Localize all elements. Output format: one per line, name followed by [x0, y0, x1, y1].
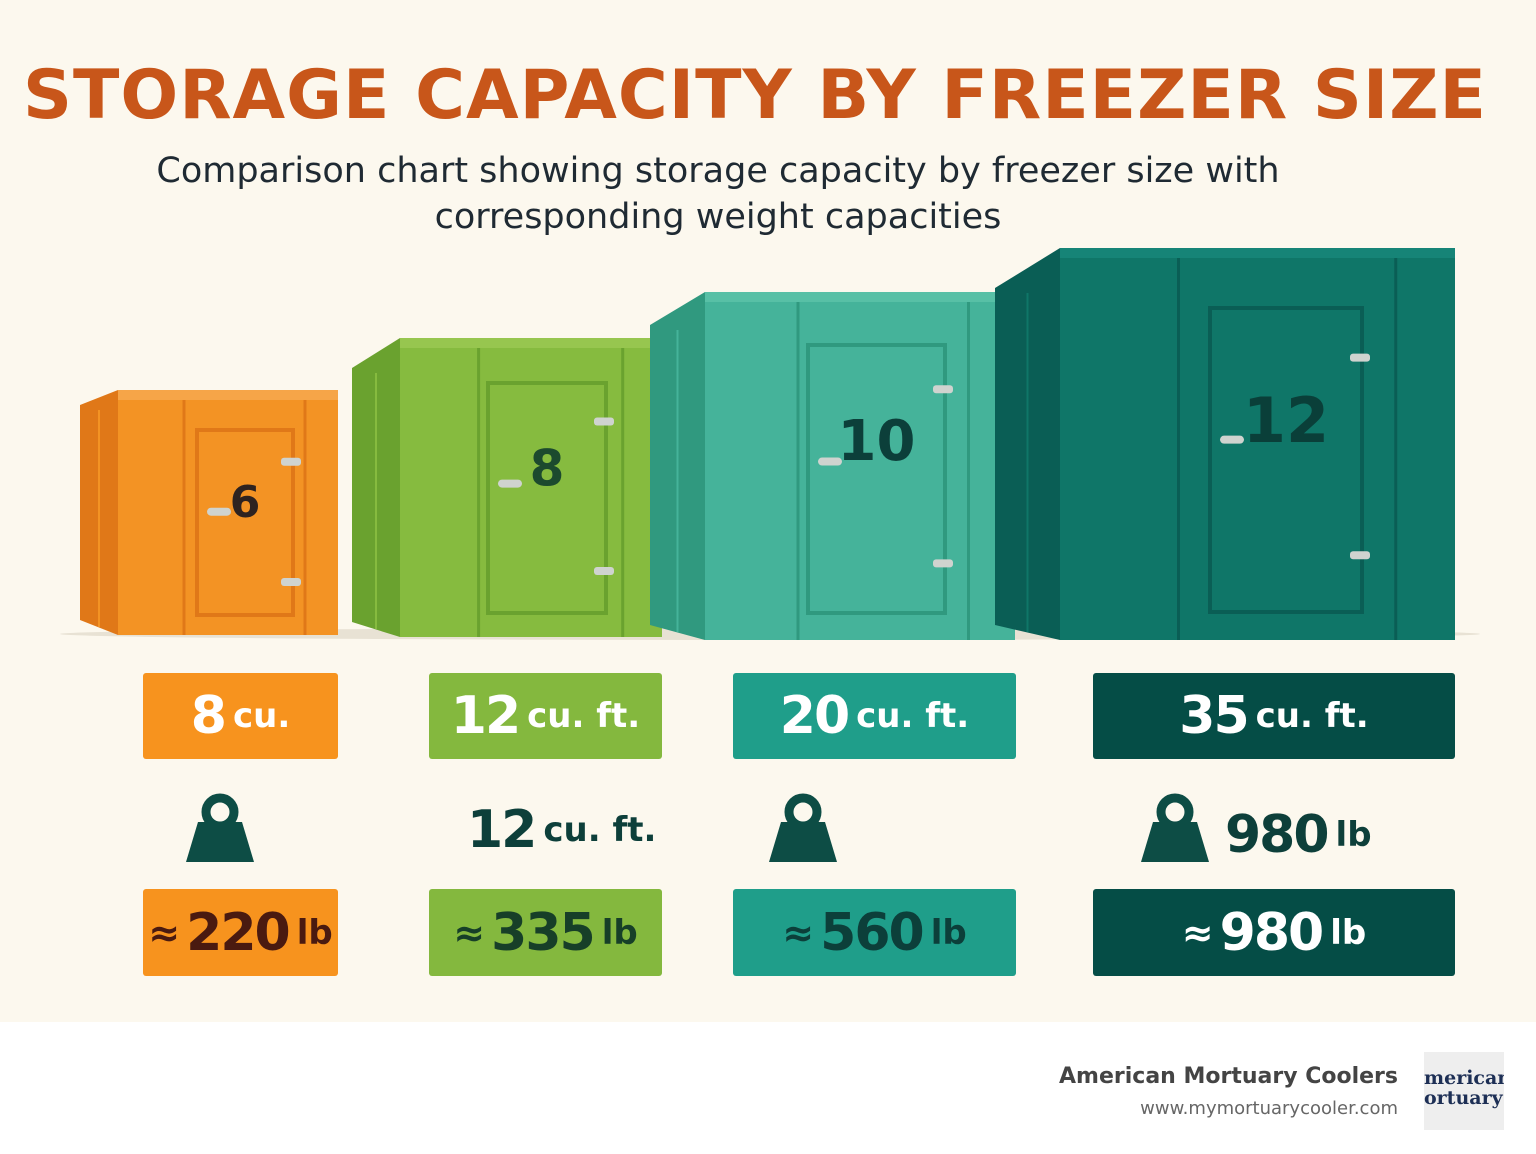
weight-unit: lb [1330, 912, 1367, 953]
weight-symbol: ≈ [453, 910, 486, 955]
weight-unit: lb [601, 912, 638, 953]
freezer-front [705, 292, 1015, 640]
weight-unit: lb [296, 912, 333, 953]
freezer-front [1060, 248, 1455, 640]
weight-box: ≈220 lb [143, 889, 338, 976]
capacity-box: 8 cu. [143, 673, 338, 759]
hinge [933, 385, 953, 394]
door [195, 428, 295, 617]
middle-number: 12 [467, 800, 537, 860]
handle [207, 507, 231, 516]
weight-number: 980 [1219, 902, 1325, 963]
handle [498, 479, 522, 488]
weight-icon [186, 793, 254, 862]
middle-unit: cu. ft. [543, 810, 657, 850]
freezer-top [400, 338, 662, 348]
weight-symbol: ≈ [1181, 910, 1214, 955]
hinge [1350, 353, 1370, 362]
capacity-number: 12 [450, 686, 521, 746]
capacity-number: 20 [779, 686, 850, 746]
hinge [281, 457, 301, 466]
hinge [1350, 551, 1370, 560]
door [486, 381, 608, 615]
weight-icon [1141, 793, 1209, 862]
capacity-box: 20 cu. ft. [733, 673, 1016, 759]
url: www.mymortuarycooler.com [1140, 1098, 1398, 1119]
freezer-top [118, 390, 338, 400]
door [806, 343, 947, 615]
capacity-unit: cu. ft. [1255, 696, 1369, 736]
door-label: 10 [838, 409, 916, 474]
hinge [594, 567, 614, 575]
capacity-box: 35 cu. ft. [1093, 673, 1455, 759]
middle-unit: lb [1335, 815, 1372, 855]
weight-number: 220 [186, 902, 291, 963]
capacity-number: 8 [190, 686, 227, 746]
capacity-number: 35 [1179, 686, 1249, 746]
handle [1220, 435, 1244, 444]
weight-symbol: ≈ [782, 910, 815, 955]
weight-number: 560 [820, 902, 925, 963]
weight-icons [186, 793, 1209, 862]
freezer-front [400, 338, 662, 637]
door-label: 8 [530, 440, 565, 498]
door [1208, 306, 1364, 614]
capacity-unit: cu. ft. [856, 696, 970, 736]
freezers: 6 8 10 12 [60, 248, 1480, 862]
brand: American Mortuary Coolers [1059, 1064, 1398, 1089]
logo: merican ortuary [1424, 1052, 1504, 1130]
freezer-top [1060, 248, 1455, 258]
hinge [281, 578, 301, 586]
freezer-group: 6 8 10 12 [80, 248, 1455, 640]
logo-text: ortuary [1424, 1087, 1503, 1109]
capacity-unit: cu. [232, 696, 291, 736]
hinge [594, 417, 614, 426]
door-label: 12 [1243, 384, 1329, 457]
middle-number: 980 [1225, 805, 1330, 865]
weight-box: ≈980 lb [1093, 889, 1455, 976]
subtitle: Comparison chart showing storage capacit… [156, 151, 1280, 237]
handle [818, 457, 842, 466]
weight-box: ≈335 lb [429, 889, 662, 976]
middle-label: 12 cu. ft. [467, 795, 656, 865]
hinge [933, 559, 953, 568]
weight-symbol: ≈ [148, 910, 181, 955]
weight-number: 335 [491, 902, 596, 963]
logo-text: merican [1424, 1067, 1504, 1089]
weight-box: ≈560 lb [733, 889, 1016, 976]
door-label: 6 [230, 477, 261, 528]
title: STORAGE CAPACITY BY FREEZER SIZE [23, 56, 1487, 135]
capacity-unit: cu. ft. [527, 696, 641, 736]
weight-icon [769, 793, 837, 862]
capacity-box: 12 cu. ft. [429, 673, 662, 759]
middle-label: 980 lb [1225, 800, 1372, 870]
freezer-top [705, 292, 1015, 302]
weight-unit: lb [930, 912, 967, 953]
